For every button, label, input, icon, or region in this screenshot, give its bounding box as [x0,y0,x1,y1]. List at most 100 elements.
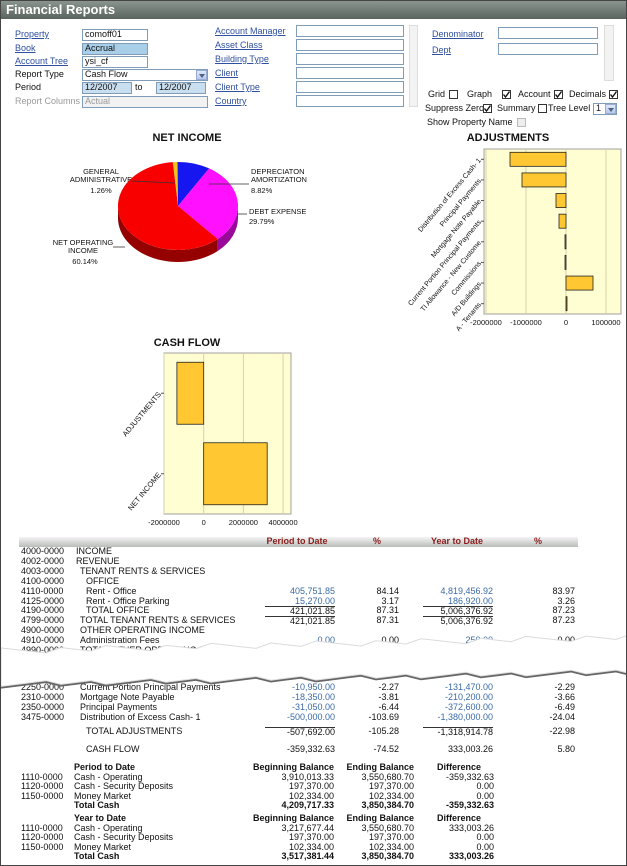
chart-title: CASH FLOW [154,337,221,349]
slice-value-label: 29.79% [249,217,275,226]
input-box[interactable] [296,95,404,107]
amount[interactable]: -1,380,000.00 [437,712,493,722]
account-label: TOTAL ADJUSTMENTS [86,726,183,736]
amount[interactable]: 405,751.85 [289,585,335,596]
plot-area [483,148,622,315]
slice-value-label: 8.82% [251,186,273,195]
x-tick-label: 0 [202,518,206,527]
input-box[interactable] [82,82,132,94]
input-box[interactable] [296,67,404,79]
account-label: TOTAL OTHER OPERATING INCOME [80,645,236,655]
check-mark [502,91,511,99]
field-label[interactable]: Book [15,43,36,53]
slice-label: DEPRECIATON AMORTIZATION [251,167,307,185]
amount[interactable]: -210,200.00 [444,692,493,702]
input-box[interactable] [82,43,148,55]
scrollbar[interactable] [409,25,418,107]
filter-link[interactable]: Asset Class [215,40,263,50]
section-title: Year to Date [74,813,127,823]
amount[interactable]: -372,600.00 [444,702,493,712]
x-tick-label: 4000000 [268,518,297,527]
checkbox[interactable] [609,90,618,99]
account-label: Cash - Operating [74,771,143,782]
dimension-link[interactable]: Denominator [432,29,484,39]
amount[interactable]: 250.00 [465,635,493,646]
amount: 5,006,376.92 [423,606,493,617]
account-code: 4100-0000 [21,575,65,586]
account-code: 4003-0000 [21,565,65,576]
amount: 5,006,376.92 [423,616,493,627]
filter-link[interactable]: Building Type [215,54,269,64]
field-label: to [135,82,143,92]
amount: -24.04 [549,712,575,722]
slice-label: GENERAL ADMINISTRATIVE [69,167,133,185]
chart-title: ADJUSTMENTS [467,132,550,144]
pie-slice [177,162,210,206]
amount[interactable]: -18,350.00 [291,692,335,702]
field-label: Report Columns [15,96,81,106]
checkbox[interactable] [554,90,563,99]
account-code: 4002-0000 [21,555,65,566]
checkbox[interactable] [502,90,511,99]
account-label: INCOME [76,546,112,556]
option-label: Grid [428,89,446,99]
filter-link[interactable]: Client [215,68,239,78]
filter-link[interactable]: Client Type [215,82,260,92]
amount: -507,692.00 [265,727,335,738]
amount: 197,370.00 [288,832,334,842]
input-box[interactable] [296,25,404,37]
dimension-link[interactable]: Dept [432,45,452,55]
title-bar [1,1,626,19]
scrollbar[interactable] [604,25,614,81]
account-label: TOTAL OFFICE [86,605,150,616]
dropdown-button[interactable] [196,70,207,80]
input-box[interactable] [82,29,148,41]
y-tick-label: A/D Buildings [451,281,484,318]
amount: 197,370.00 [288,781,334,791]
input-box[interactable] [296,39,404,51]
amount[interactable]: -500,000.00 [286,712,335,722]
filter-link[interactable]: Country [215,96,247,106]
input-box[interactable] [82,56,148,68]
input-box[interactable] [296,53,404,65]
dropdown-button[interactable] [605,104,616,114]
field-label[interactable]: Property [15,29,50,39]
amount: 333,003.26 [447,744,493,754]
filter-link[interactable]: Account Manager [215,26,286,36]
bar [564,234,567,250]
checkbox[interactable] [483,104,492,113]
field-label[interactable]: Account Tree [15,56,69,66]
option-label: Tree Level [548,103,591,113]
amount[interactable]: 186,920.00 [447,595,493,606]
input-box[interactable] [498,27,598,39]
amount[interactable]: 4,819,456.92 [440,585,493,596]
field-value: 12/2007 [159,82,192,92]
amount: 3,550,680.70 [361,822,414,833]
amount[interactable]: 15,270.00 [294,595,335,606]
input-box[interactable] [498,43,598,55]
account-code: 4110-0000 [21,585,64,596]
checkbox[interactable] [517,118,526,127]
amount: 0.00 [476,781,494,791]
checkbox[interactable] [538,104,547,113]
total-amount: 3,517,381.44 [281,851,334,861]
amount[interactable]: 0.00 [317,635,335,646]
amount: 3,217,677.44 [281,822,334,833]
input-box[interactable] [156,82,206,94]
y-tick-label: A - Tenants [455,301,483,333]
total-amount: -359,332.63 [445,800,494,810]
column-header: % [533,536,543,546]
account-code: 4799-0000 [21,615,65,626]
checkbox[interactable] [449,90,458,99]
account-label: Cash - Security Deposits [74,781,174,791]
amount: 0.00 [476,841,494,852]
column-header: % [372,536,382,546]
input-box[interactable] [296,81,404,93]
y-tick-label: Principal Payments [439,178,483,229]
amount: 83.97 [552,585,575,596]
input-box[interactable] [82,96,208,108]
account-code: 2310-0000 [21,692,65,702]
input-box[interactable] [82,69,208,81]
amount[interactable]: -31,050.00 [291,702,335,712]
option-label: Decimals [569,89,607,99]
